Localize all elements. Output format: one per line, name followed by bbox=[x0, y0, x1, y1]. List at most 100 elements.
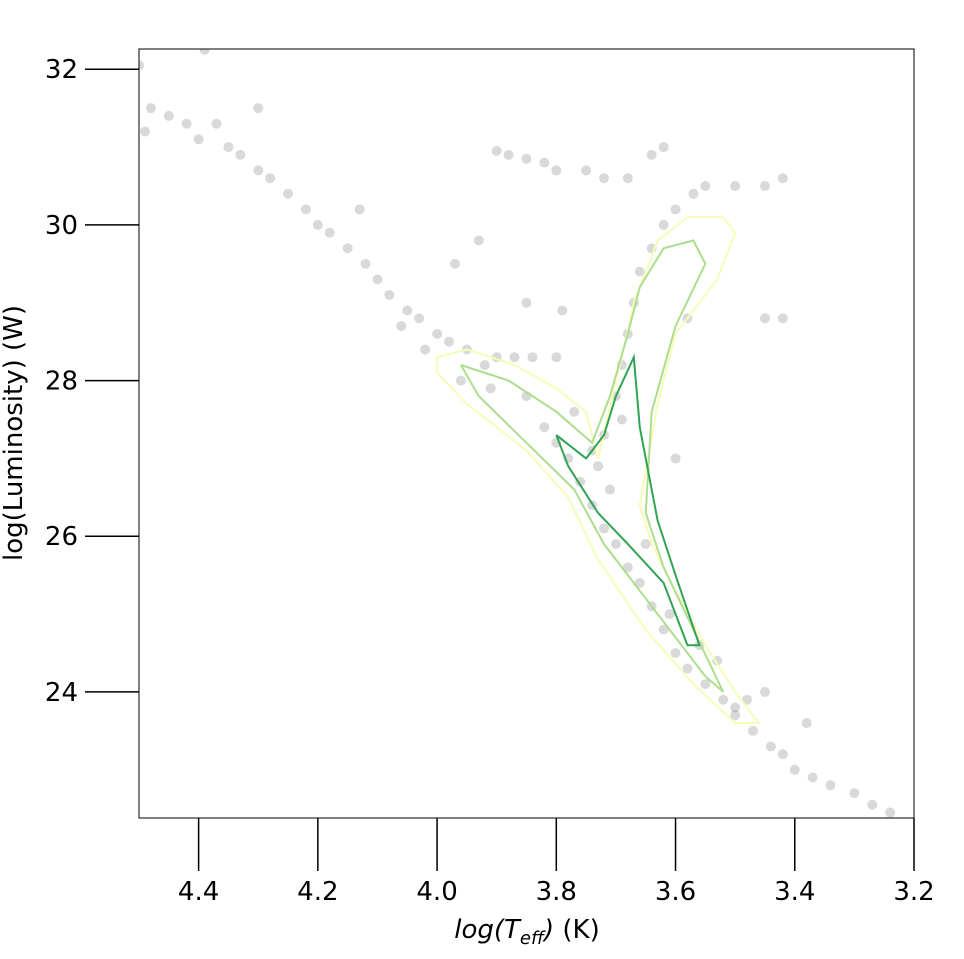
x-tick-label: 3.2 bbox=[893, 877, 934, 907]
scatter-point bbox=[139, 60, 144, 71]
scatter-point bbox=[527, 352, 538, 363]
scatter-point bbox=[283, 188, 294, 199]
scatter-point bbox=[640, 539, 651, 550]
scatter-point bbox=[521, 297, 532, 308]
scatter-point bbox=[479, 360, 490, 371]
scatter-point bbox=[670, 647, 681, 658]
scatter-point bbox=[211, 118, 222, 129]
scatter-point bbox=[396, 321, 407, 332]
scatter-point bbox=[759, 686, 770, 697]
scatter-point bbox=[223, 142, 234, 153]
scatter-point bbox=[491, 145, 502, 156]
scatter-point bbox=[622, 173, 633, 184]
scatter-point bbox=[825, 780, 836, 791]
scatter-point bbox=[300, 204, 311, 215]
contour bbox=[460, 239, 725, 693]
scatter-point bbox=[658, 142, 669, 153]
scatter-point bbox=[420, 344, 431, 355]
scatter-point bbox=[789, 764, 800, 775]
scatter-point bbox=[432, 328, 443, 339]
scatter-point bbox=[253, 165, 264, 176]
scatter-point bbox=[193, 134, 204, 145]
x-label-part: log(T bbox=[454, 915, 522, 945]
x-label-part: (K) bbox=[554, 915, 600, 945]
y-tick-label: 26 bbox=[45, 522, 78, 552]
x-tick-label: 3.8 bbox=[536, 877, 577, 907]
scatter-point bbox=[581, 165, 592, 176]
scatter-point bbox=[688, 188, 699, 199]
x-label-part: ) bbox=[542, 915, 554, 945]
y-tick-label: 28 bbox=[45, 367, 78, 397]
scatter-point bbox=[670, 204, 681, 215]
scatter-point bbox=[777, 313, 788, 324]
scatter-point bbox=[604, 484, 615, 495]
scatter-point bbox=[765, 741, 776, 752]
scatter-point bbox=[181, 118, 192, 129]
scatter-point bbox=[718, 694, 729, 705]
scatter-point bbox=[539, 157, 550, 168]
scatter-point bbox=[253, 103, 264, 114]
scatter-point bbox=[455, 375, 466, 386]
x-tick-label: 4.2 bbox=[297, 877, 338, 907]
y-tick-label: 30 bbox=[45, 211, 78, 241]
scatter-point bbox=[551, 165, 562, 176]
scatter-point bbox=[700, 180, 711, 191]
scatter-point bbox=[145, 103, 156, 114]
scatter-point bbox=[342, 243, 353, 254]
scatter-point bbox=[324, 227, 335, 238]
scatter-point bbox=[414, 313, 425, 324]
scatter-point bbox=[759, 180, 770, 191]
scatter-point bbox=[610, 539, 621, 550]
scatter-point bbox=[402, 305, 413, 316]
contour bbox=[436, 216, 762, 725]
scatter-point bbox=[199, 49, 210, 55]
scatter-point bbox=[485, 383, 496, 394]
scatter-point bbox=[777, 173, 788, 184]
y-axis-label: log(Luminosity) (W) bbox=[0, 305, 29, 561]
contour bbox=[555, 353, 701, 647]
scatter-point bbox=[360, 258, 371, 269]
scatter-point bbox=[777, 749, 788, 760]
plot-frame bbox=[138, 48, 915, 819]
y-tick-label: 32 bbox=[45, 55, 78, 85]
scatter-point bbox=[354, 204, 365, 215]
x-tick-label: 4.0 bbox=[416, 877, 457, 907]
scatter-point bbox=[664, 609, 675, 620]
plot-area bbox=[139, 49, 896, 818]
scatter-point bbox=[748, 725, 759, 736]
scatter-point bbox=[557, 305, 568, 316]
scatter-point bbox=[646, 149, 657, 160]
scatter-point bbox=[163, 110, 174, 121]
scatter-point bbox=[849, 788, 860, 799]
scatter-point bbox=[658, 219, 669, 230]
scatter-point bbox=[867, 799, 878, 810]
scatter-point bbox=[444, 336, 454, 347]
x-axis-label: log(Teff) (K) bbox=[454, 915, 600, 949]
scatter-point bbox=[235, 149, 246, 160]
y-tick-label: 24 bbox=[45, 678, 78, 708]
scatter-point bbox=[682, 663, 693, 674]
scatter-point bbox=[521, 153, 532, 164]
scatter-point bbox=[807, 772, 818, 783]
scatter-point bbox=[551, 352, 562, 363]
scatter-point bbox=[742, 694, 753, 705]
scatter-point bbox=[569, 406, 580, 417]
scatter-point bbox=[265, 173, 276, 184]
scatter-point bbox=[473, 235, 484, 246]
scatter-point bbox=[634, 266, 645, 277]
scatter-point bbox=[312, 219, 323, 230]
scatter-point bbox=[730, 710, 741, 721]
scatter-point bbox=[730, 702, 741, 713]
scatter-point bbox=[139, 126, 150, 137]
scatter-point bbox=[593, 461, 604, 472]
scatter-point bbox=[658, 624, 669, 635]
scatter-point bbox=[384, 289, 395, 300]
x-tick-label: 4.4 bbox=[178, 877, 219, 907]
scatter-point bbox=[622, 562, 633, 573]
scatter-point bbox=[372, 274, 383, 285]
scatter-point bbox=[539, 422, 550, 433]
x-tick-label: 3.4 bbox=[774, 877, 815, 907]
scatter-point bbox=[885, 807, 896, 818]
scatter-point bbox=[599, 173, 609, 184]
